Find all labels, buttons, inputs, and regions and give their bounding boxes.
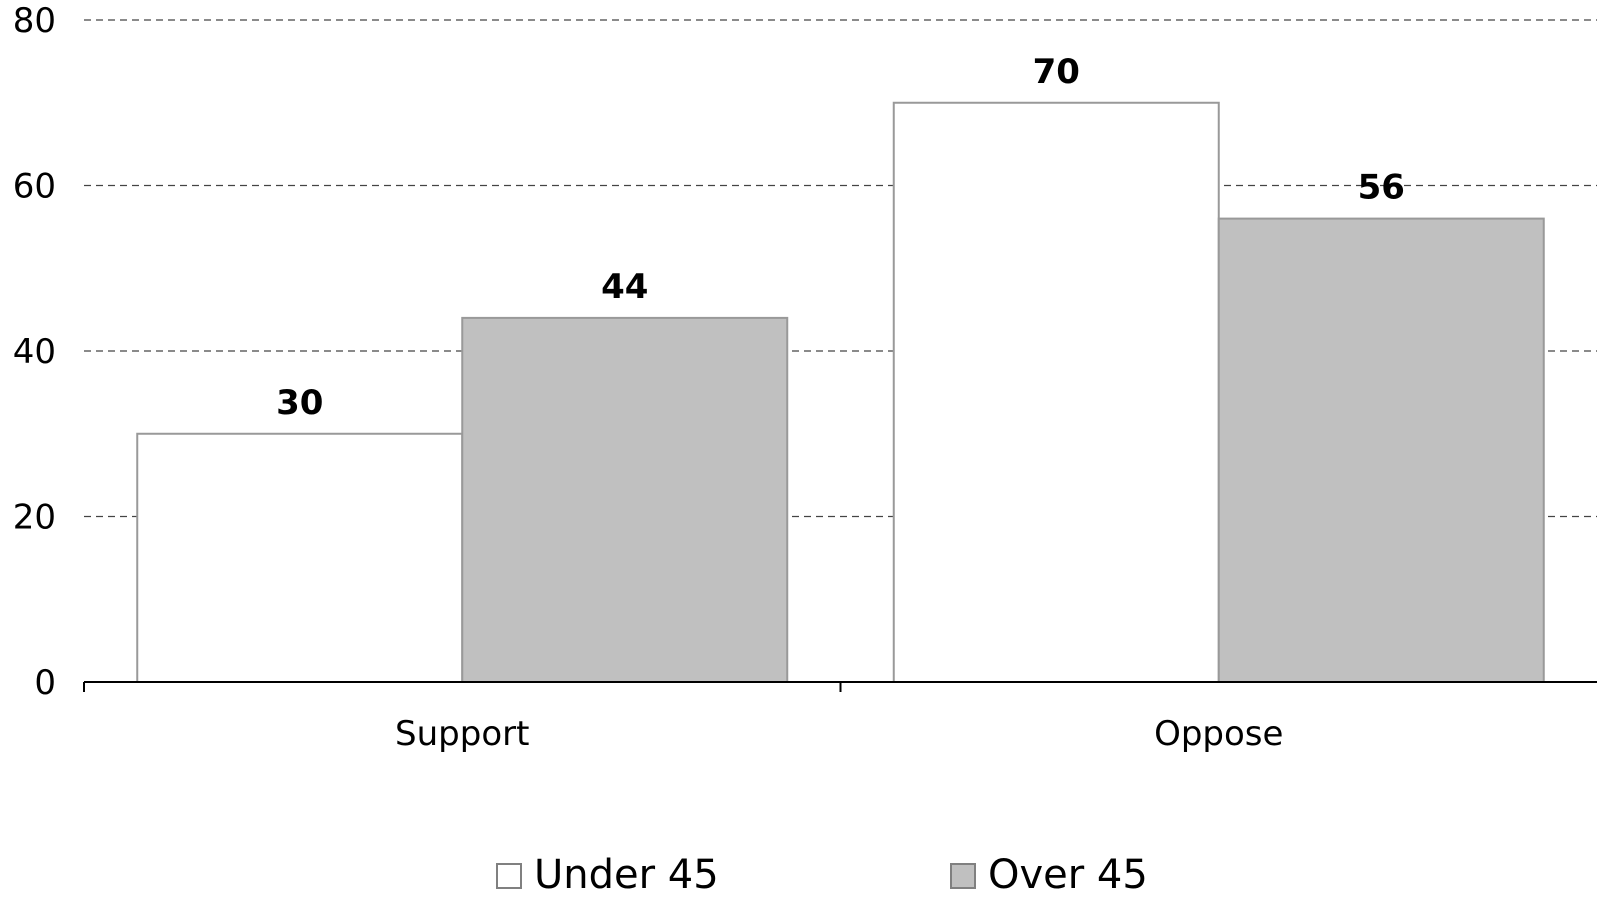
legend-label: Over 45 [988,852,1148,898]
bar-oppose-under-45 [892,101,1220,683]
x-axis [83,681,1597,692]
legend-item-over-45[interactable]: Over 45 [950,852,1148,898]
y-tick-label: 60 [13,167,56,207]
y-tick-label: 80 [13,1,56,41]
legend[interactable]: Under 45 Over 45 [496,852,1148,898]
legend-swatch [950,863,976,889]
data-labels: 30 44 70 56 [276,52,1405,423]
bar-support-under-45 [136,432,464,683]
category-labels: Support Oppose [395,714,1283,754]
legend-label: Under 45 [534,852,719,898]
bar-support-over-45 [461,316,789,683]
y-tick-label: 0 [34,663,56,703]
category-label-oppose: Oppose [1154,714,1283,754]
y-tick-label: 40 [13,332,56,372]
data-label: 70 [1033,52,1080,92]
category-label-support: Support [395,714,529,754]
bars [136,101,1545,683]
y-axis-ticks: 0 20 40 60 80 [13,1,56,703]
data-label: 30 [276,383,323,423]
bar-oppose-over-45 [1217,217,1545,683]
legend-swatch [496,863,522,889]
y-tick-label: 20 [13,498,56,538]
legend-item-under-45[interactable]: Under 45 [496,852,719,898]
data-label: 44 [601,267,648,307]
data-label: 56 [1358,168,1405,208]
